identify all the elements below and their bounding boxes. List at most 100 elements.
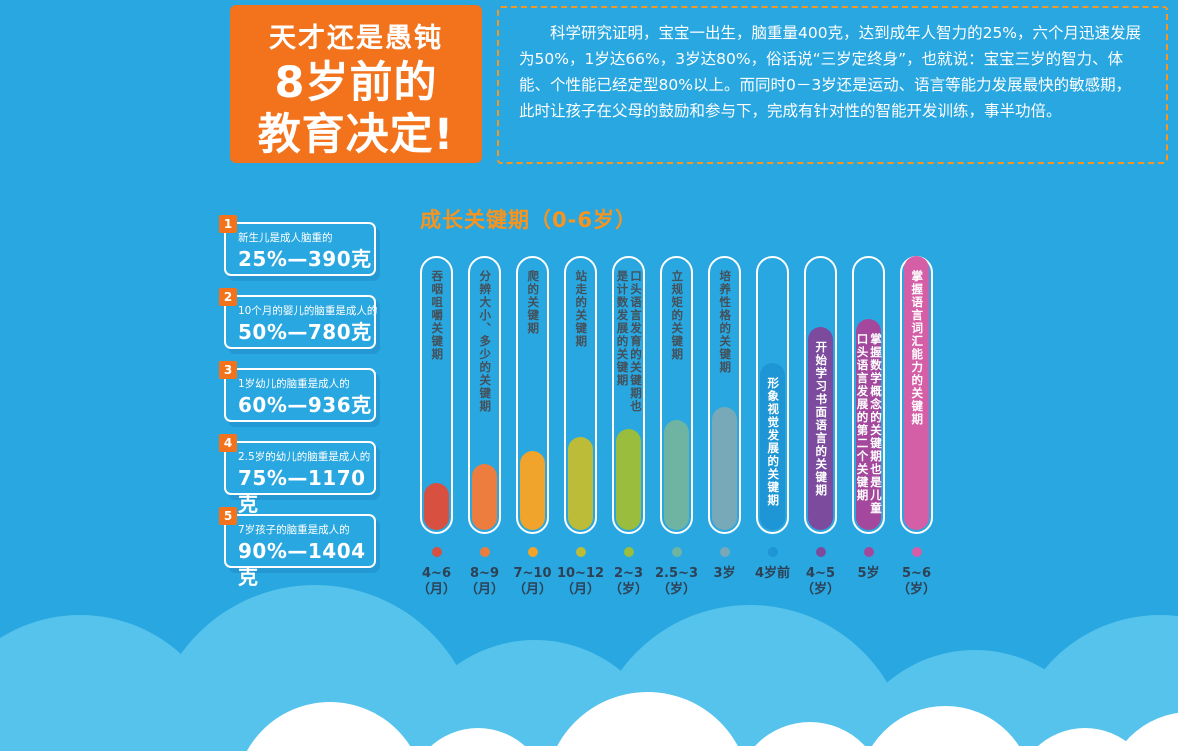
bar-track: 掌握数学概念的关键期也是儿童口头语言发展的第二个关键期 [852,256,885,534]
axis-age-line1: 2.5~3 [655,566,698,581]
bar-fill [904,256,929,530]
stat-label: 新生儿是成人脑重的 [238,232,333,244]
axis-age-line1: 2~3 [614,566,643,581]
bar-label-wrap: 口头语言发育的关键期也是计数发展的关键期 [614,270,644,425]
bar-track: 掌握语言词汇能力的关键期 [900,256,933,534]
bar-column: 形象视觉发展的关键期 4岁前 [755,256,790,598]
axis-dot [527,547,538,557]
headline-line2: 8岁前的 [274,58,438,108]
bar-label-wrap: 爬的关键期 [518,270,547,447]
axis-age-line1: 10~12 [556,566,605,581]
axis-age-label: 7~10 （月） [513,566,552,598]
bar-label: 形象视觉发展的关键期 [766,377,781,507]
axis-age-line2: （岁） [609,582,649,597]
axis-age-line2: （月） [513,582,553,597]
axis-age-line1: 4岁前 [754,566,791,581]
stat-card: 3 1岁幼儿的脑重是成人的 60%—936克 [219,361,376,422]
axis-age-label: 8~9 （月） [465,566,504,598]
stat-value: 50%—780克 [238,320,372,344]
bar-column: 掌握数学概念的关键期也是儿童口头语言发展的第二个关键期 5岁 [852,256,885,598]
axis-age-label: 2.5~3 （岁） [655,566,698,598]
chart-title: 成长关键期（0-6岁） [420,208,637,232]
stat-label: 2.5岁的幼儿的脑重是成人的 [238,451,371,463]
axis-age-line1: 5岁 [857,566,880,581]
bar-track: 分辨大小、多少的关键期 [468,256,501,534]
stat-number-badge: 4 [219,434,237,452]
stat-number-badge: 5 [219,507,237,525]
bar-fill [520,451,545,530]
axis-age-label: 2~3 （岁） [609,566,648,598]
bar-fill [472,464,497,530]
axis-age-line2: （岁） [897,582,937,597]
headline-box: 天才还是愚钝 8岁前的 教育决定! [230,5,482,163]
axis-age-line1: 7~10 [513,566,552,581]
stat-number-badge: 1 [219,215,237,233]
axis-age-line1: 8~9 [470,566,499,581]
bar-fill [808,327,833,530]
axis-dot [911,547,922,557]
bar-label: 掌握语言词汇能力的关键期 [910,270,925,426]
bar-track: 站走的关键期 [564,256,597,534]
bar-label: 爬的关键期 [526,270,541,335]
bar-label-wrap: 立规矩的关键期 [662,270,691,416]
intro-paragraph: 科学研究证明，宝宝一出生，脑重量400克，达到成年人智力的25%，六个月迅速发展… [519,24,1142,120]
stat-value: 75%—1170克 [238,466,366,516]
bar-track: 爬的关键期 [516,256,549,534]
axis-dot [623,547,634,557]
axis-age-line2: （月） [465,582,505,597]
bar-track: 培养性格的关键期 [708,256,741,534]
bar-track: 吞咽咀嚼关键期 [420,256,453,534]
axis-dot [863,547,874,557]
stat-value: 90%—1404克 [238,539,366,589]
stat-number-badge: 3 [219,361,237,379]
axis-age-line2: （月） [561,582,601,597]
cloud-base-white [250,746,1178,751]
bar-label-wrap: 培养性格的关键期 [710,270,739,403]
bar-column: 爬的关键期 7~10 （月） [513,256,552,598]
bar-label-wrap: 吞咽咀嚼关键期 [422,270,451,479]
bar-track: 口头语言发育的关键期也是计数发展的关键期 [612,256,645,534]
stat-label: 1岁幼儿的脑重是成人的 [238,378,350,390]
bar-fill [616,429,641,530]
bar-label: 立规矩的关键期 [670,270,685,361]
axis-age-label: 10~12 （月） [557,566,604,598]
axis-age-line2: （岁） [801,582,841,597]
bar-track: 立规矩的关键期 [660,256,693,534]
axis-age-label: 3岁 [713,566,735,582]
axis-age-label: 4~5 （岁） [801,566,840,598]
bar-label: 站走的关键期 [574,270,589,348]
bar-label: 吞咽咀嚼关键期 [430,270,445,361]
bar-column: 站走的关键期 10~12 （月） [557,256,604,598]
axis-dot [671,547,682,557]
axis-dot [815,547,826,557]
headline-line1: 天才还是愚钝 [269,23,443,54]
bar-label: 掌握数学概念的关键期也是儿童口头语言发展的第二个关键期 [855,333,884,515]
bar-fill [712,407,737,530]
headline-line3: 教育决定! [257,110,455,160]
intro-paragraph-box: 科学研究证明，宝宝一出生，脑重量400克，达到成年人智力的25%，六个月迅速发展… [497,6,1168,164]
stat-card: 2 10个月的婴儿的脑重是成人的 50%—780克 [219,288,378,349]
bar-column: 分辨大小、多少的关键期 8~9 （月） [465,256,504,598]
axis-age-label: 5~6 （岁） [897,566,936,598]
stat-card: 1 新生儿是成人脑重的 25%—390克 [219,215,376,276]
stat-card: 4 2.5岁的幼儿的脑重是成人的 75%—1170克 [219,434,376,516]
axis-dot [479,547,490,557]
bar-track: 形象视觉发展的关键期 [756,256,789,534]
axis-dot [719,547,730,557]
axis-age-line1: 4~6 [422,566,451,581]
bar-label-wrap: 形象视觉发展的关键期 [758,377,787,524]
axis-age-label: 5岁 [857,566,879,582]
axis-age-line1: 4~5 [806,566,835,581]
bar-fill [664,420,689,530]
bar-track: 开始学习书面语言的关键期 [804,256,837,534]
stat-value: 60%—936克 [238,393,372,417]
bar-label-wrap: 开始学习书面语言的关键期 [806,341,835,524]
bar-column: 口头语言发育的关键期也是计数发展的关键期 2~3 （岁） [609,256,648,598]
axis-age-label: 4岁前 [755,566,790,582]
axis-age-label: 4~6 （月） [417,566,456,598]
bar-label-wrap: 分辨大小、多少的关键期 [470,270,499,460]
bar-fill [856,319,881,530]
stat-label: 10个月的婴儿的脑重是成人的 [238,305,378,317]
stat-card: 5 7岁孩子的脑重是成人的 90%—1404克 [219,507,376,589]
